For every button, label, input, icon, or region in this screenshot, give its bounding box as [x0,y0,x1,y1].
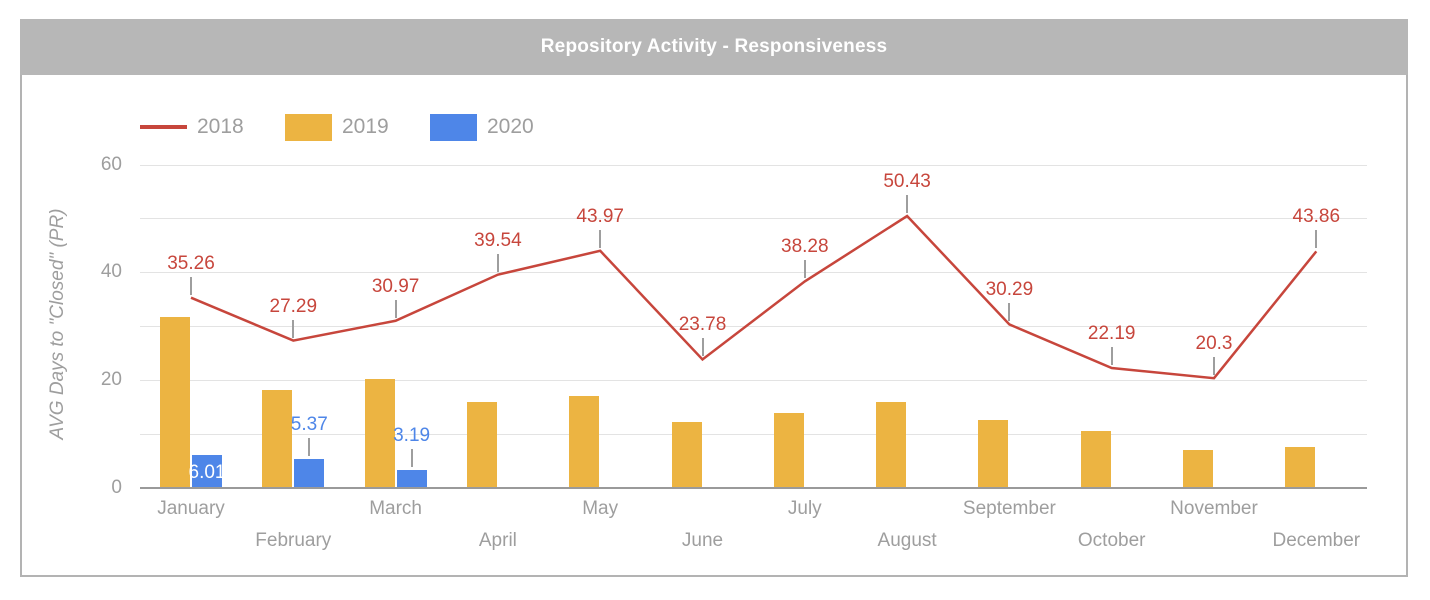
label-stub-2018-7 [906,195,909,214]
label-stub-2018-4 [599,229,602,248]
label-stub-2018-3 [496,253,499,272]
gridline-50 [140,218,1367,220]
bar-2019-july[interactable] [773,412,804,488]
bar-2019-august[interactable] [876,401,907,488]
x-label-august: August [877,530,937,551]
x-label-october: October [1077,530,1146,551]
bar-2020-january[interactable] [192,455,222,488]
legend-item-2018[interactable]: 2018 [140,113,244,141]
label-stub-2018-1 [292,319,295,338]
data-label-2018-august: 50.43 [883,171,931,193]
data-label-2018-november: 20.3 [1195,333,1233,355]
legend-label-2018: 2018 [197,115,244,138]
label-stub-2020-2 [410,449,413,468]
bar-2019-february[interactable] [262,390,293,488]
gridline-40 [140,272,1367,274]
bar-2019-april[interactable] [466,402,497,488]
gridline-60 [140,164,1367,166]
label-stub-2018-11 [1315,230,1318,249]
x-axis-baseline [140,486,1367,489]
label-stub-2020-1 [308,437,311,456]
bar-2019-september[interactable] [978,419,1009,488]
data-label-2018-april: 39.54 [474,229,522,251]
bar-2020-february[interactable] [294,458,325,488]
legend-label-2020: 2020 [487,115,534,138]
label-stub-2018-8 [1008,303,1011,322]
data-label-2018-june: 23.78 [678,314,727,336]
bar-2019-march[interactable] [364,379,395,488]
bar-2019-december[interactable] [1285,447,1316,488]
data-label-2018-july: 38.28 [781,236,829,258]
x-label-may: May [582,498,619,519]
legend-bar-swatch-2020-icon [430,113,477,141]
x-label-july: July [787,498,822,519]
chart-title: Repository Activity - Responsiveness [540,36,888,57]
legend-label-2019: 2019 [342,115,389,138]
bar-2019-may[interactable] [569,395,600,488]
y-tick-label-0: 0 [111,476,122,498]
label-stub-2018-5 [701,338,704,357]
bar-2019-october[interactable] [1080,430,1111,488]
label-stub-2018-2 [394,299,397,318]
bar-2019-november[interactable] [1183,450,1213,488]
x-label-april: April [478,530,517,551]
gridline-30 [140,326,1367,327]
legend-item-2019[interactable]: 2019 [285,113,389,141]
chart-card: Repository Activity - Responsiveness [20,19,1408,577]
data-label-2018-january: 35.26 [167,252,215,274]
x-label-june: June [681,530,724,551]
y-tick-label-60: 60 [100,153,122,175]
x-label-december: December [1272,530,1361,551]
data-label-2018-february: 27.29 [269,295,318,317]
gridline-20 [140,379,1367,381]
data-label-2018-september: 30.29 [985,279,1034,301]
x-label-february: February [255,530,332,551]
x-label-january: January [157,498,225,519]
legend-item-2020[interactable]: 2020 [430,113,534,141]
y-tick-label-40: 40 [100,261,122,283]
data-label-2020-february: 5.37 [290,413,328,435]
legend-line-swatch-icon [140,125,187,129]
chart-title-bar: Repository Activity - Responsiveness [20,19,1408,75]
label-stub-2018-0 [190,276,192,295]
x-label-march: March [369,498,422,519]
data-label-2018-may: 43.97 [576,205,624,227]
x-label-september: September [962,498,1056,519]
label-stub-2018-6 [803,260,806,279]
bar-2020-march[interactable] [396,470,427,488]
data-label-2018-december: 43.86 [1292,206,1341,228]
data-label-2018-march: 30.97 [371,275,420,297]
gridline-10 [140,433,1367,435]
bar-2019-january[interactable] [160,316,190,488]
x-label-november: November [1170,498,1258,519]
label-stub-2018-10 [1213,357,1215,376]
legend-bar-swatch-2019-icon [285,113,332,141]
data-label-2020-march: 3.19 [393,425,431,447]
y-axis-title: AVG Days to "Closed" (PR) [47,208,68,440]
data-label-2018-october: 22.19 [1087,323,1136,345]
data-label-2020-january: 6.01 [188,462,226,483]
y-tick-label-20: 20 [100,368,122,390]
bar-2019-june[interactable] [671,422,702,488]
label-stub-2018-9 [1110,347,1113,366]
